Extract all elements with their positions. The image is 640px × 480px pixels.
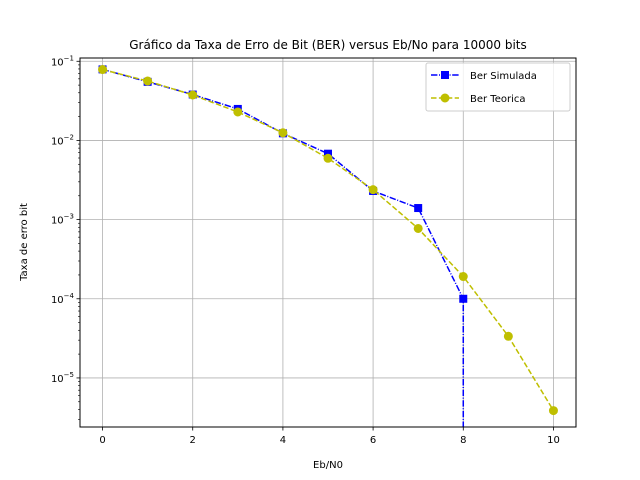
data-point-ber-teorica — [548, 406, 558, 416]
x-tick-label: 6 — [370, 435, 376, 446]
data-point-ber-teorica — [233, 107, 243, 117]
legend-marker-shape — [440, 93, 450, 103]
y-tick-label: 10−1 — [51, 54, 74, 68]
series-layer — [98, 65, 558, 427]
x-tick-label: 10 — [547, 435, 560, 446]
y-tick-label: 10−4 — [51, 292, 75, 306]
x-tick-label: 8 — [460, 435, 466, 446]
legend-marker-ber-simulada — [441, 71, 449, 79]
data-point-ber-teorica — [368, 185, 378, 195]
y-tick-label: 10−3 — [51, 213, 74, 227]
legend: Ber Simulada Ber Teorica — [425, 62, 571, 112]
data-point-ber-teorica — [188, 90, 198, 100]
data-point-ber-simulada — [459, 294, 468, 303]
data-point-ber-teorica — [458, 272, 468, 282]
y-axis-label: Taxa de erro bit — [19, 203, 30, 282]
legend-label-ber-teorica: Ber Teorica — [470, 94, 526, 105]
x-tick-label: 2 — [190, 435, 196, 446]
data-point-ber-teorica — [323, 153, 333, 163]
x-tick-label: 0 — [99, 435, 105, 446]
chart-title: Gráfico da Taxa de Erro de Bit (BER) ver… — [129, 38, 527, 52]
axis-ticks: 0 2 4 6 8 10 10−1 10−2 10−3 10−4 10−5 — [51, 54, 560, 446]
data-point-ber-teorica — [98, 65, 108, 75]
x-tick-label: 4 — [280, 435, 286, 446]
y-tick-label: 10−2 — [51, 133, 74, 147]
legend-label-ber-simulada: Ber Simulada — [470, 71, 537, 82]
data-point-ber-teorica — [278, 128, 288, 138]
data-point-ber-teorica — [503, 331, 513, 341]
data-point-ber-teorica — [143, 76, 153, 86]
legend-box — [425, 62, 571, 112]
legend-marker-shape — [441, 71, 449, 79]
data-point-ber-simulada — [414, 204, 423, 213]
plot-frame — [79, 57, 577, 428]
y-tick-label: 10−5 — [51, 371, 74, 385]
series-line-ber-simulada — [102, 68, 465, 427]
legend-marker-ber-teorica — [440, 93, 450, 103]
grid — [80, 58, 576, 427]
data-point-ber-teorica — [413, 223, 423, 233]
x-axis-label: Eb/N0 — [313, 460, 343, 471]
